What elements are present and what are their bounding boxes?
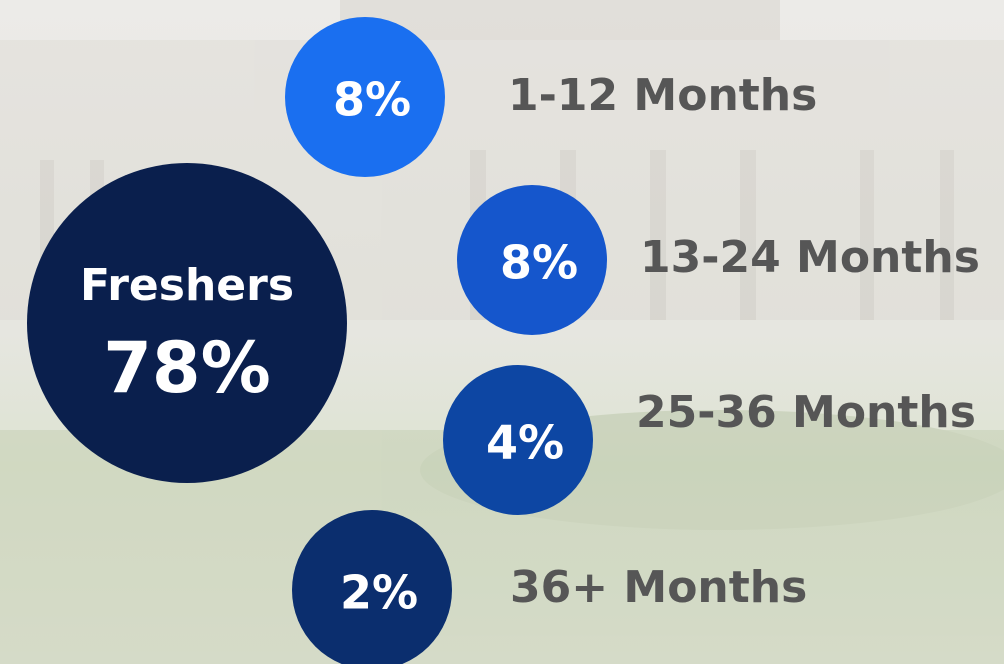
category-label: 1-12 Months: [508, 70, 817, 121]
value-label: 4%: [486, 416, 564, 470]
value-label: 8%: [500, 236, 578, 290]
value-label: 2%: [340, 566, 418, 620]
page: {"chart_data": {"type": "bubble", "categ…: [0, 0, 1004, 664]
category-label: 36+ Months: [510, 562, 807, 613]
value-label: 78%: [103, 327, 271, 409]
bubble: [27, 163, 347, 483]
bubble-category: Freshers: [80, 260, 294, 311]
value-label: 8%: [333, 73, 411, 127]
category-label: 25-36 Months: [636, 387, 976, 438]
category-label: 13-24 Months: [640, 232, 980, 283]
chart: Freshers 78% 8% 1-12 Months 8% 13-24 Months 4%…: [0, 0, 1004, 664]
